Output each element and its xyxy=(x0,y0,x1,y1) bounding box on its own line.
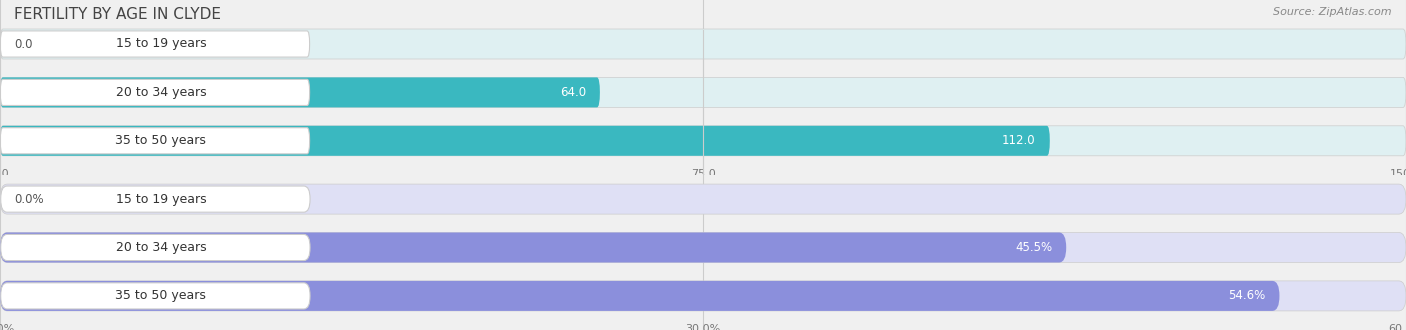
Text: 64.0: 64.0 xyxy=(560,86,586,99)
FancyBboxPatch shape xyxy=(0,78,600,107)
FancyBboxPatch shape xyxy=(0,184,1406,214)
FancyBboxPatch shape xyxy=(0,79,309,106)
Text: 54.6%: 54.6% xyxy=(1229,289,1265,302)
Text: 15 to 19 years: 15 to 19 years xyxy=(115,193,207,206)
FancyBboxPatch shape xyxy=(0,233,1066,262)
FancyBboxPatch shape xyxy=(0,128,309,154)
Text: 35 to 50 years: 35 to 50 years xyxy=(115,289,207,302)
Text: FERTILITY BY AGE IN CLYDE: FERTILITY BY AGE IN CLYDE xyxy=(14,7,221,21)
Text: 0.0%: 0.0% xyxy=(14,193,44,206)
FancyBboxPatch shape xyxy=(0,78,1406,107)
FancyBboxPatch shape xyxy=(0,126,1406,156)
Text: 20 to 34 years: 20 to 34 years xyxy=(115,86,207,99)
FancyBboxPatch shape xyxy=(0,29,1406,59)
Text: 15 to 19 years: 15 to 19 years xyxy=(115,38,207,50)
Text: 35 to 50 years: 35 to 50 years xyxy=(115,134,207,147)
Text: Source: ZipAtlas.com: Source: ZipAtlas.com xyxy=(1274,7,1392,16)
Text: 45.5%: 45.5% xyxy=(1015,241,1052,254)
FancyBboxPatch shape xyxy=(0,233,1406,262)
FancyBboxPatch shape xyxy=(1,283,311,309)
Text: 20 to 34 years: 20 to 34 years xyxy=(115,241,207,254)
Text: 112.0: 112.0 xyxy=(1002,134,1036,147)
FancyBboxPatch shape xyxy=(0,281,1279,311)
Text: 0.0: 0.0 xyxy=(14,38,32,50)
FancyBboxPatch shape xyxy=(1,234,311,261)
FancyBboxPatch shape xyxy=(1,186,311,212)
FancyBboxPatch shape xyxy=(0,281,1406,311)
FancyBboxPatch shape xyxy=(0,31,309,57)
FancyBboxPatch shape xyxy=(0,126,1050,156)
